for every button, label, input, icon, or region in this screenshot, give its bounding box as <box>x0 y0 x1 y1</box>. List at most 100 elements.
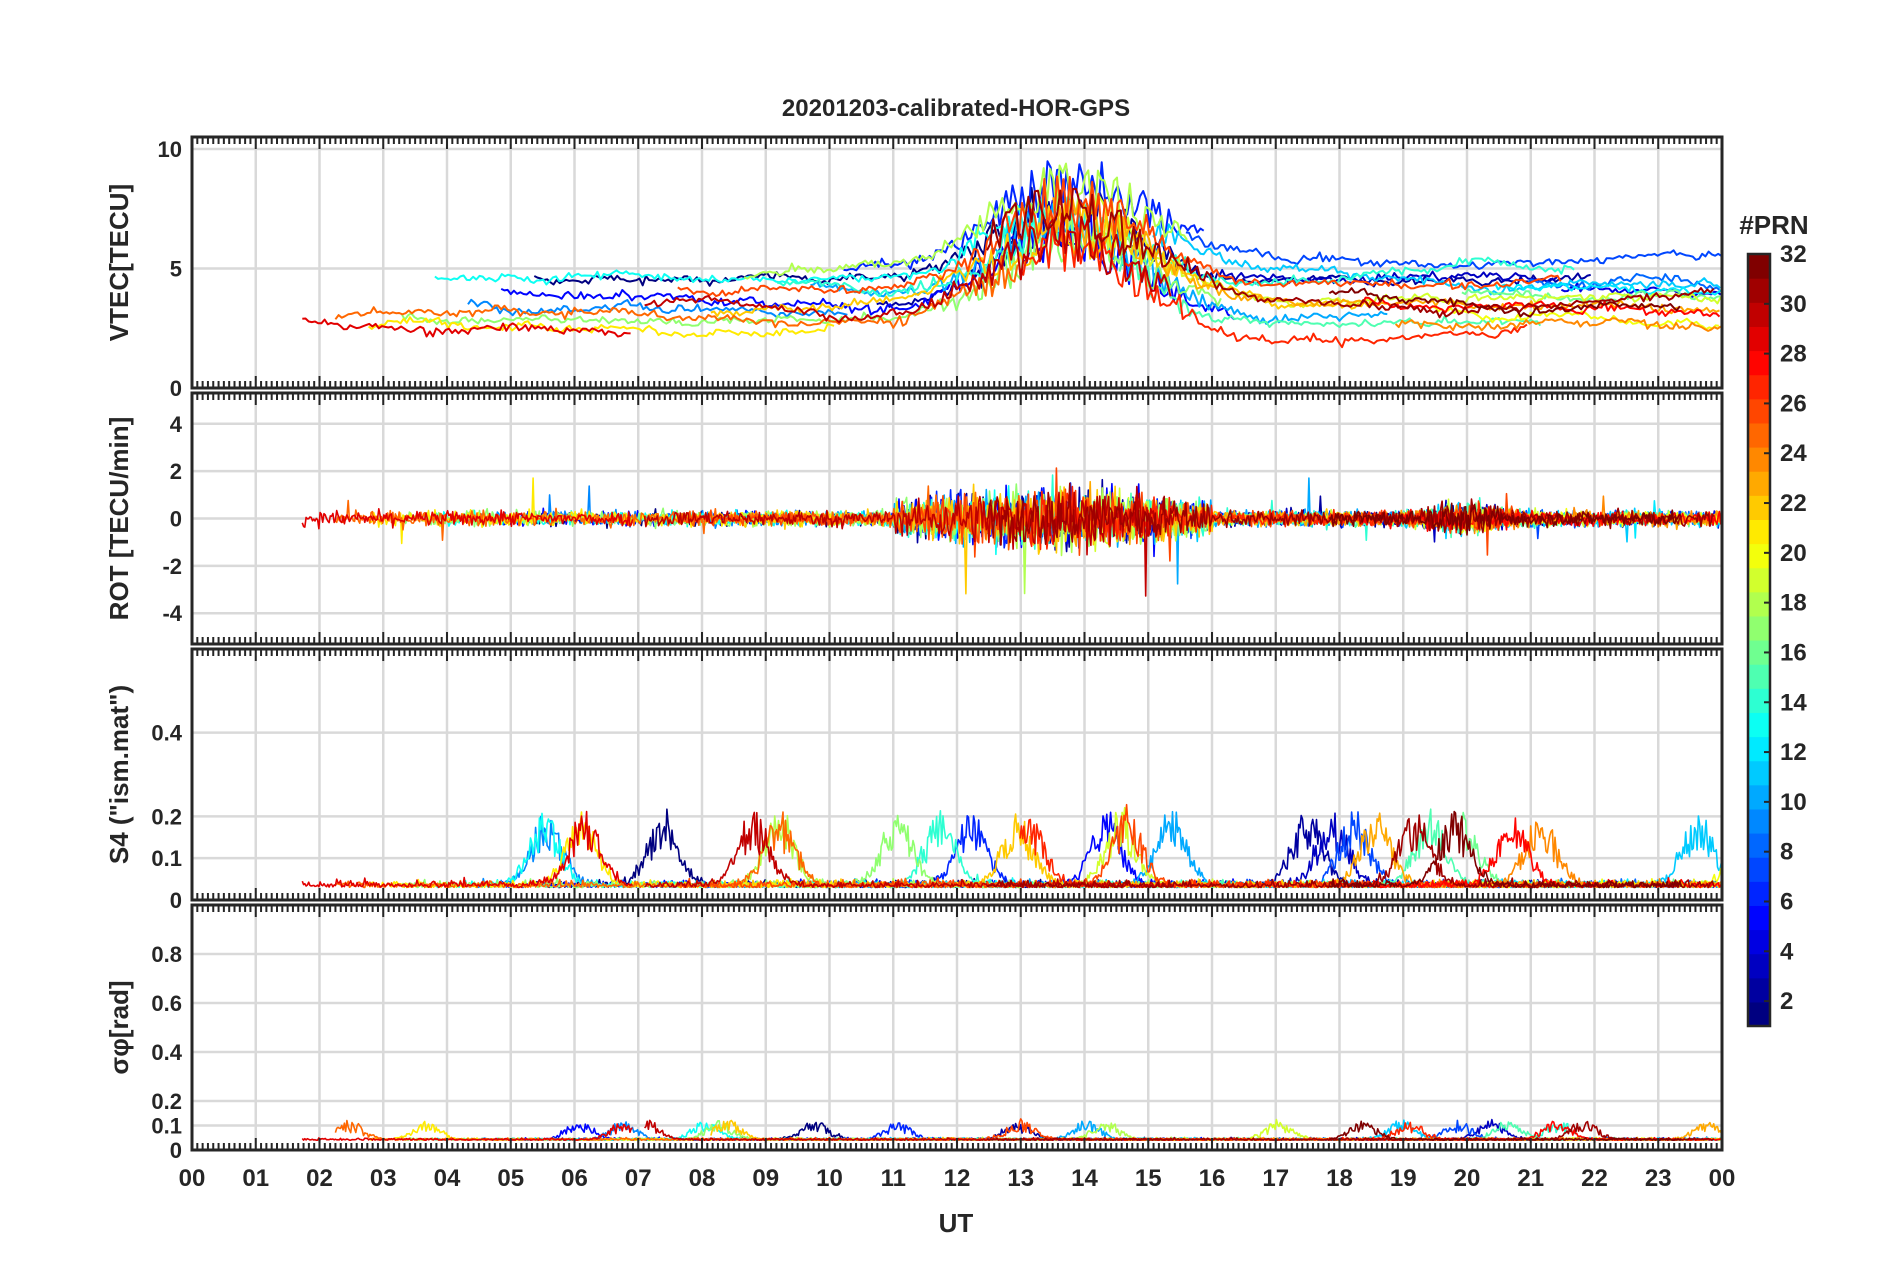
series-prn-3 <box>1218 268 1558 285</box>
colorbar-segment <box>1748 664 1770 689</box>
colorbar-tick-label: 16 <box>1780 639 1807 666</box>
x-tick-label: 04 <box>434 1165 461 1192</box>
y-tick-label: 0.2 <box>151 804 182 829</box>
y-tick-label: 0.1 <box>151 846 182 871</box>
colorbar-segment <box>1748 519 1770 545</box>
y-tick-label: 0 <box>170 376 182 401</box>
series-prn-11 <box>1152 221 1721 296</box>
series-traces <box>301 803 1722 889</box>
x-tick-label: 17 <box>1262 1165 1289 1192</box>
series-prn-24 <box>1394 317 1722 332</box>
colorbar-label: #PRN <box>1739 210 1808 240</box>
series-prn-13 <box>434 204 1036 286</box>
series-prn-9 <box>467 298 848 319</box>
colorbar-tick-label: 32 <box>1780 241 1807 268</box>
series-prn-31 <box>986 1120 1715 1141</box>
x-tick-label: 02 <box>306 1165 333 1192</box>
series-prn-29 <box>301 1123 633 1141</box>
y-tick-label: 0 <box>170 888 182 913</box>
x-tick-label: 14 <box>1071 1165 1098 1192</box>
colorbar-segment <box>1748 881 1770 906</box>
colorbar-segment <box>1748 736 1770 762</box>
series-prn-32 <box>1329 810 1682 889</box>
colorbar-tick-label: 22 <box>1780 490 1807 517</box>
x-tick-label: 08 <box>689 1165 716 1192</box>
series-prn-28 <box>1361 296 1721 318</box>
colorbar-segment <box>1748 857 1770 882</box>
series-prn-8 <box>1527 272 1721 291</box>
colorbar-tick-label: 20 <box>1780 540 1807 567</box>
colorbar-segment <box>1748 808 1770 834</box>
series-prn-25 <box>334 255 1019 329</box>
x-tick-label: 00 <box>1709 1165 1736 1192</box>
colorbar-tick-label: 24 <box>1780 440 1807 467</box>
colorbar-segment <box>1748 471 1770 496</box>
colorbar-segment <box>1748 760 1770 786</box>
colorbar-segment <box>1748 615 1770 641</box>
series-prn-31 <box>986 187 1715 319</box>
series-prn-12 <box>1494 282 1722 296</box>
axes-frame <box>190 135 1724 390</box>
x-tick-label: 03 <box>370 1165 397 1192</box>
y-tick-label: 0.2 <box>151 1089 182 1114</box>
series-prn-29 <box>302 317 631 338</box>
colorbar-segment <box>1748 591 1770 617</box>
colorbar-tick-label: 2 <box>1780 988 1793 1015</box>
colorbar-segment <box>1748 567 1770 593</box>
colorbar-segment <box>1748 350 1770 376</box>
x-tick-label: 06 <box>561 1165 588 1192</box>
x-tick-label: 05 <box>497 1165 524 1192</box>
y-tick-label: 2 <box>170 459 182 484</box>
series-prn-16 <box>1461 288 1721 305</box>
colorbar-segment <box>1748 688 1770 713</box>
colorbar-tick-label: 10 <box>1780 789 1807 816</box>
x-tick-label: 18 <box>1326 1165 1353 1192</box>
colorbar-segment <box>1748 398 1770 424</box>
series-prn-26 <box>677 467 1563 562</box>
x-tick-label: 07 <box>625 1165 652 1192</box>
colorbar-segment <box>1748 278 1770 303</box>
series-traces <box>302 160 1722 349</box>
colorbar-tick-label: 26 <box>1780 390 1807 417</box>
colorbar-segment <box>1748 640 1770 665</box>
series-prn-29 <box>301 810 634 889</box>
y-axis-label: S4 ("ism.mat") <box>104 685 134 864</box>
series-prn-21 <box>368 316 835 338</box>
series-prn-20 <box>1428 305 1719 331</box>
panel-s4: 0 0.1 0.2 0.4 S4 ("ism.mat") <box>104 647 1724 913</box>
x-tick-labels: 00 01 02 03 04 05 06 07 08 09 10 11 12 13 14 15 16 17 18 19… <box>179 1165 1736 1192</box>
colorbar-segment <box>1748 833 1770 858</box>
colorbar-tick-label: 12 <box>1780 739 1807 766</box>
y-tick-label: -2 <box>162 554 182 579</box>
series-prn-26 <box>677 175 1562 298</box>
series-prn-3 <box>1218 499 1559 543</box>
colorbar-segment <box>1748 905 1770 931</box>
x-tick-label: 09 <box>752 1165 779 1192</box>
y-tick-label: 5 <box>170 256 182 281</box>
series-prn-18 <box>743 162 1188 280</box>
colorbar-segment <box>1748 374 1770 400</box>
y-tick-label: -4 <box>162 601 182 626</box>
x-tick-label: 11 <box>881 1165 906 1192</box>
series-prn-32 <box>1329 1120 1682 1141</box>
series-prn-29 <box>301 507 634 530</box>
y-tick-label: 0 <box>170 1138 182 1163</box>
colorbar-frame <box>1746 252 1772 1028</box>
chart-title: 20201203-calibrated-HOR-GPS <box>782 95 1130 122</box>
x-tick-label: 10 <box>816 1165 843 1192</box>
colorbar-segment <box>1748 302 1770 327</box>
y-tick-label: 10 <box>158 137 182 162</box>
series-prn-32 <box>1328 287 1681 318</box>
x-tick-label: 16 <box>1199 1165 1226 1192</box>
colorbar-tick-label: 30 <box>1780 291 1807 318</box>
series-prn-30 <box>644 212 1172 324</box>
colorbar-tick-label: 28 <box>1780 341 1807 368</box>
y-tick-label: 0.8 <box>151 942 182 967</box>
series-prn-1 <box>533 183 1051 287</box>
colorbar-segment <box>1748 1001 1770 1027</box>
colorbar-segment <box>1748 712 1770 738</box>
colorbar-segment <box>1748 977 1770 1003</box>
x-tick-label: 12 <box>944 1165 971 1192</box>
